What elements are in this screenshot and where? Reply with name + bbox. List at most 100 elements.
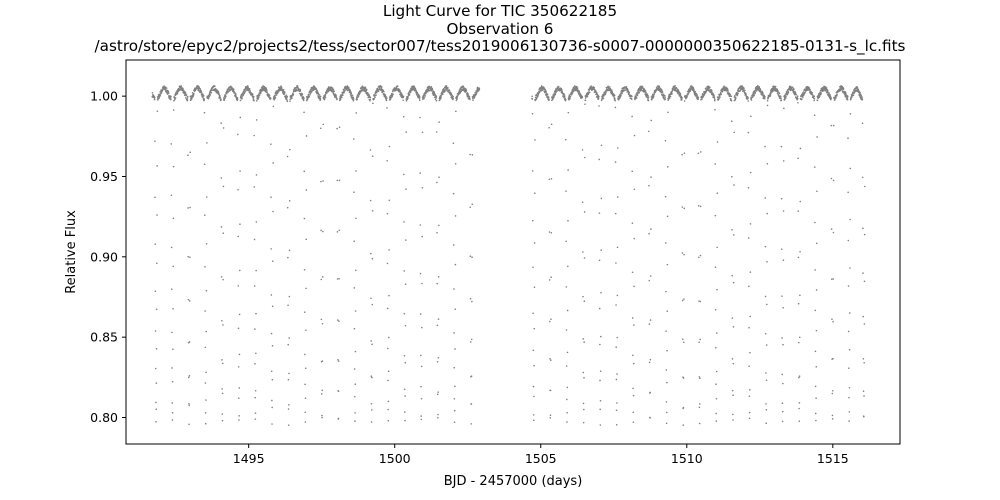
data-point <box>271 406 273 409</box>
data-point <box>204 266 206 268</box>
data-point <box>615 346 618 348</box>
data-point <box>693 88 695 91</box>
data-point <box>842 87 845 90</box>
data-point <box>860 94 863 97</box>
data-point <box>797 302 800 305</box>
data-point <box>371 257 374 260</box>
data-point <box>448 89 451 92</box>
data-point <box>354 310 357 312</box>
data-point <box>237 366 240 368</box>
data-point <box>171 411 174 414</box>
data-point <box>188 404 191 407</box>
data-point <box>568 94 571 96</box>
data-point <box>863 280 866 283</box>
data-point <box>590 85 592 87</box>
data-point <box>286 155 289 158</box>
data-point <box>611 89 613 91</box>
data-point <box>272 210 274 213</box>
data-point <box>188 403 190 405</box>
data-point <box>531 95 533 98</box>
data-point <box>667 111 669 114</box>
data-point <box>795 94 798 96</box>
data-point <box>377 90 380 93</box>
data-point <box>715 397 718 400</box>
data-point <box>172 307 174 310</box>
chart-title-line-1: Light Curve for TIC 350622185 <box>382 2 618 20</box>
data-point <box>605 91 607 94</box>
data-point <box>584 99 587 102</box>
data-point <box>476 86 479 89</box>
data-point <box>442 87 445 90</box>
data-point <box>599 408 601 411</box>
data-point <box>624 89 627 91</box>
data-point <box>537 94 539 97</box>
data-point <box>404 411 406 413</box>
data-point <box>716 332 718 334</box>
data-point <box>235 94 237 96</box>
data-point <box>533 242 536 244</box>
data-point <box>254 412 257 414</box>
data-point <box>732 419 734 421</box>
data-point <box>249 90 251 92</box>
data-point <box>436 324 439 327</box>
data-point <box>385 95 387 98</box>
data-point <box>287 256 289 259</box>
data-point <box>171 419 174 421</box>
data-point <box>457 94 459 97</box>
data-point <box>204 346 207 349</box>
data-point <box>822 89 825 92</box>
data-point <box>336 98 338 101</box>
data-point <box>165 87 168 89</box>
data-point <box>813 99 815 102</box>
data-point <box>453 288 455 290</box>
data-point <box>599 424 602 426</box>
data-point <box>268 94 271 97</box>
data-point <box>242 94 245 96</box>
data-point <box>222 278 224 281</box>
data-point <box>533 286 536 289</box>
data-point <box>852 94 855 96</box>
data-point <box>848 349 851 351</box>
data-point <box>579 92 582 95</box>
data-point <box>765 344 768 346</box>
data-point <box>420 385 422 388</box>
data-point <box>404 324 407 327</box>
data-point <box>237 285 240 287</box>
data-point <box>418 97 421 100</box>
data-point <box>336 127 338 130</box>
data-point <box>666 263 669 266</box>
data-point <box>222 232 225 235</box>
data-point <box>550 276 552 279</box>
data-point <box>584 156 586 159</box>
data-point <box>774 85 777 88</box>
data-point <box>615 304 617 306</box>
data-point <box>815 289 818 291</box>
data-point <box>470 338 473 341</box>
data-point <box>319 97 322 100</box>
data-point <box>419 313 422 315</box>
data-point <box>441 93 444 96</box>
data-point <box>305 189 308 191</box>
data-point <box>600 99 603 102</box>
data-point <box>265 88 268 91</box>
data-point <box>288 372 290 375</box>
y-tick-label: 0.95 <box>90 169 118 184</box>
data-point <box>683 207 686 210</box>
data-point <box>781 337 783 339</box>
data-point <box>347 86 350 89</box>
data-point <box>697 152 700 155</box>
data-point <box>324 96 327 99</box>
data-point <box>241 96 243 98</box>
data-point <box>270 143 272 145</box>
data-point <box>206 142 208 144</box>
data-point <box>203 95 205 97</box>
data-point <box>548 126 550 129</box>
data-point <box>633 285 635 288</box>
data-point <box>342 94 344 96</box>
data-point <box>172 217 175 220</box>
data-point <box>831 418 834 420</box>
data-point <box>816 190 818 193</box>
data-point <box>172 109 175 111</box>
data-point <box>698 376 701 378</box>
data-point <box>566 411 568 414</box>
